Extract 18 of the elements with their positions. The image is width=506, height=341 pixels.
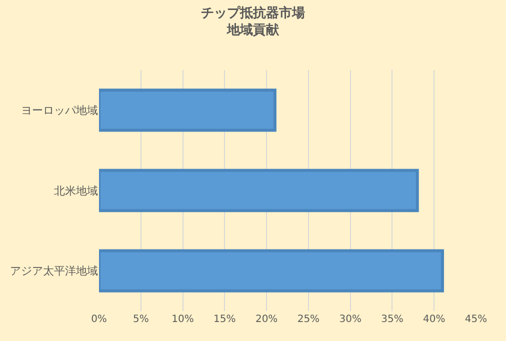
chart-subtitle: 地域貢献 xyxy=(226,22,280,38)
bar xyxy=(99,168,419,212)
x-tick-label: 40% xyxy=(422,314,446,325)
x-tick-label: 10% xyxy=(172,314,194,325)
y-tick-label: ヨーロッパ地域 xyxy=(21,104,98,118)
x-tick-label: 35% xyxy=(381,314,404,325)
y-tick-label: アジア太平洋地域 xyxy=(10,264,98,278)
chart-title: チップ抵抗器市場 xyxy=(201,5,305,22)
x-tick-label: 25% xyxy=(297,314,320,325)
x-tick-label: 30% xyxy=(339,314,362,325)
bar xyxy=(99,88,276,132)
x-tick-label: 45% xyxy=(464,314,488,325)
y-tick-label: 北米地域 xyxy=(54,184,98,198)
x-tick-label: 5% xyxy=(132,314,149,325)
x-tick-label: 0% xyxy=(91,314,107,325)
x-tick-label: 15% xyxy=(214,314,236,325)
x-tick-label: 20% xyxy=(255,314,278,325)
bar xyxy=(99,249,444,292)
